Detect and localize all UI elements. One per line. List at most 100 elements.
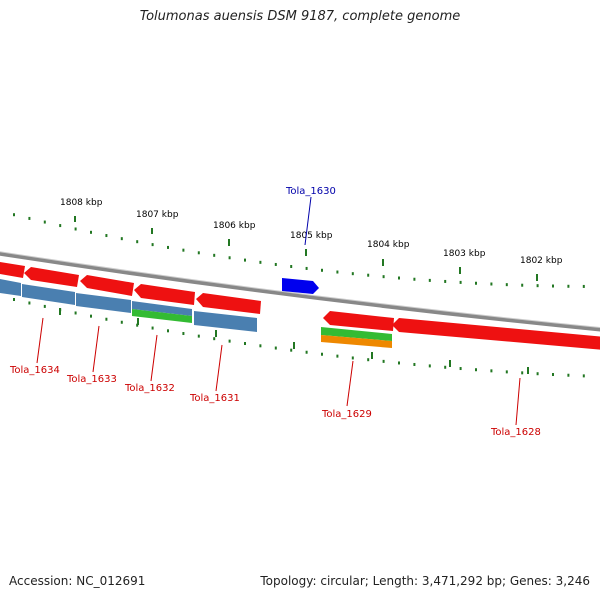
ruler-dot <box>213 253 216 257</box>
genome-summary-text: Topology: circular; Length: 3,471,292 bp… <box>260 574 590 588</box>
ruler-dot <box>228 256 231 260</box>
ruler-dot <box>428 364 431 368</box>
gene-label: Tola_1631 <box>189 393 240 404</box>
ruler-dot <box>74 311 77 315</box>
ruler-dot <box>136 323 139 327</box>
ruler-dot <box>490 369 493 373</box>
ruler-dot <box>90 230 92 234</box>
ruler-dot <box>274 262 277 266</box>
cds-arrow <box>134 284 195 305</box>
ruler-dot <box>151 326 154 330</box>
ruler-label: 1805 kbp <box>290 231 333 241</box>
ruler-dot <box>105 234 108 238</box>
leader-line <box>150 334 158 382</box>
ruler-labels: 1808 kbp 1807 kbp 1806 kbp 1805 kbp 1804… <box>60 198 563 266</box>
gene-label: Tola_1630 <box>285 186 336 197</box>
ruler-dot <box>28 216 31 220</box>
ruler-dot <box>167 329 169 333</box>
cds-arrow <box>196 293 261 314</box>
cog-block <box>0 279 21 296</box>
ruler-dot <box>28 301 31 305</box>
ruler-dot <box>521 371 524 375</box>
label-leaders <box>36 196 521 426</box>
leader-line <box>515 377 521 426</box>
gene-label: Tola_1628 <box>490 427 541 438</box>
ruler-dot <box>120 320 123 324</box>
ruler-dot <box>536 284 539 288</box>
ruler-dot <box>552 284 554 288</box>
gene-label: Tola_1633 <box>66 374 117 385</box>
ruler-dot <box>120 237 123 241</box>
cds-arrow <box>24 267 79 287</box>
ruler-dot <box>336 270 339 274</box>
ruler-dot <box>290 265 293 269</box>
ruler-dot <box>351 272 354 276</box>
gene-label: Tola_1629 <box>321 409 372 420</box>
ruler-dot <box>197 251 200 255</box>
cds-arrow <box>80 275 134 296</box>
ruler-dot <box>444 365 447 369</box>
ruler-dot <box>259 344 262 348</box>
ruler-dot <box>459 367 462 371</box>
cog-block <box>194 311 257 332</box>
ruler-dot <box>90 314 92 318</box>
ruler-dot <box>13 213 15 217</box>
ruler-dot <box>244 258 246 262</box>
ruler-dot <box>521 283 524 287</box>
ruler-dot <box>182 332 185 336</box>
ruler-dot <box>228 339 231 343</box>
cog-block <box>22 284 75 305</box>
ruler-label: 1803 kbp <box>443 249 486 259</box>
inner-ruler <box>13 298 585 378</box>
ruler-dot <box>567 284 570 288</box>
ruler-dot <box>367 358 370 362</box>
ruler-dot <box>567 373 570 377</box>
ruler-dot <box>536 372 539 376</box>
leader-line <box>304 196 312 246</box>
ruler-dot <box>367 273 370 277</box>
ruler-dot <box>459 280 462 284</box>
cds-arrow <box>392 318 600 350</box>
leader-line <box>36 317 44 364</box>
leader-line <box>215 344 223 392</box>
ruler-dot <box>505 283 508 287</box>
outer-ruler <box>13 213 585 288</box>
ruler-dot <box>213 337 216 341</box>
ruler-dot <box>259 260 262 264</box>
ruler-dot <box>552 373 554 377</box>
ruler-dot <box>167 245 169 249</box>
ruler-dot <box>182 248 185 252</box>
ruler-dot <box>382 359 385 363</box>
ruler-label: 1807 kbp <box>136 210 179 220</box>
cds-track <box>0 262 600 350</box>
ruler-dot <box>582 284 585 288</box>
ruler-dot <box>582 374 585 378</box>
ruler-dot <box>59 224 62 228</box>
ruler-dot <box>151 243 154 247</box>
rna-arrow <box>282 278 319 294</box>
genome-backbone <box>0 251 600 332</box>
ruler-dot <box>136 240 139 244</box>
map-title: Tolumonas auensis DSM 9187, complete gen… <box>139 9 461 24</box>
ruler-dot <box>475 281 477 285</box>
ruler-dot <box>351 356 354 360</box>
ruler-dot <box>398 361 400 365</box>
ruler-label: 1804 kbp <box>367 240 410 250</box>
ruler-dot <box>244 342 246 346</box>
ruler-dot <box>490 282 493 286</box>
ruler-dot <box>413 362 416 366</box>
cds-arrow <box>0 262 25 278</box>
ruler-dot <box>290 348 293 352</box>
ruler-label: 1806 kbp <box>213 221 256 231</box>
cog-block <box>132 309 192 323</box>
ruler-dot <box>321 352 323 356</box>
ruler-dot <box>398 276 400 280</box>
ruler-dot <box>428 278 431 282</box>
ruler-label: 1802 kbp <box>520 256 563 266</box>
cog-block <box>132 301 192 316</box>
ruler-dot <box>105 317 108 321</box>
cog-track <box>0 279 392 348</box>
ruler-dot <box>197 334 200 338</box>
ruler-dot <box>274 346 277 350</box>
